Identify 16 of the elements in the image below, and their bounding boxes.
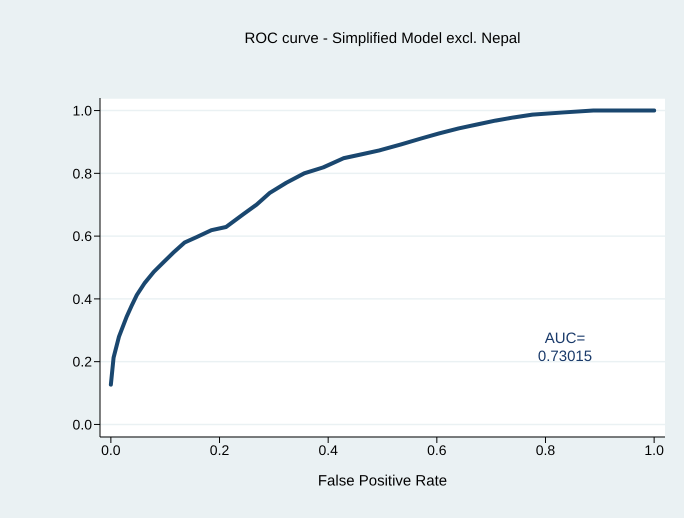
- x-tick-label: 1.0: [644, 442, 664, 458]
- y-tick-label: 0.0: [72, 416, 92, 432]
- y-tick-label: 0.2: [72, 354, 92, 370]
- line-series: [108, 108, 656, 387]
- chart-title: ROC curve - Simplified Model excl. Nepal: [244, 30, 522, 47]
- x-tick-label: 0.2: [210, 442, 230, 458]
- x-tick-label: 0.8: [536, 442, 556, 458]
- x-tick-label: 0.4: [318, 442, 338, 458]
- x-axis-title: False Positive Rate: [318, 472, 448, 490]
- annotation: AUC= 0.73015: [536, 330, 594, 366]
- x-tick-label: 0.0: [101, 442, 121, 458]
- x-tick-label: 0.6: [427, 442, 447, 458]
- y-tick-label: 0.8: [72, 165, 92, 182]
- y-tick-label: 1.0: [72, 102, 92, 119]
- y-tick-label: 0.4: [72, 290, 92, 307]
- y-tick-label: 0.6: [72, 228, 92, 244]
